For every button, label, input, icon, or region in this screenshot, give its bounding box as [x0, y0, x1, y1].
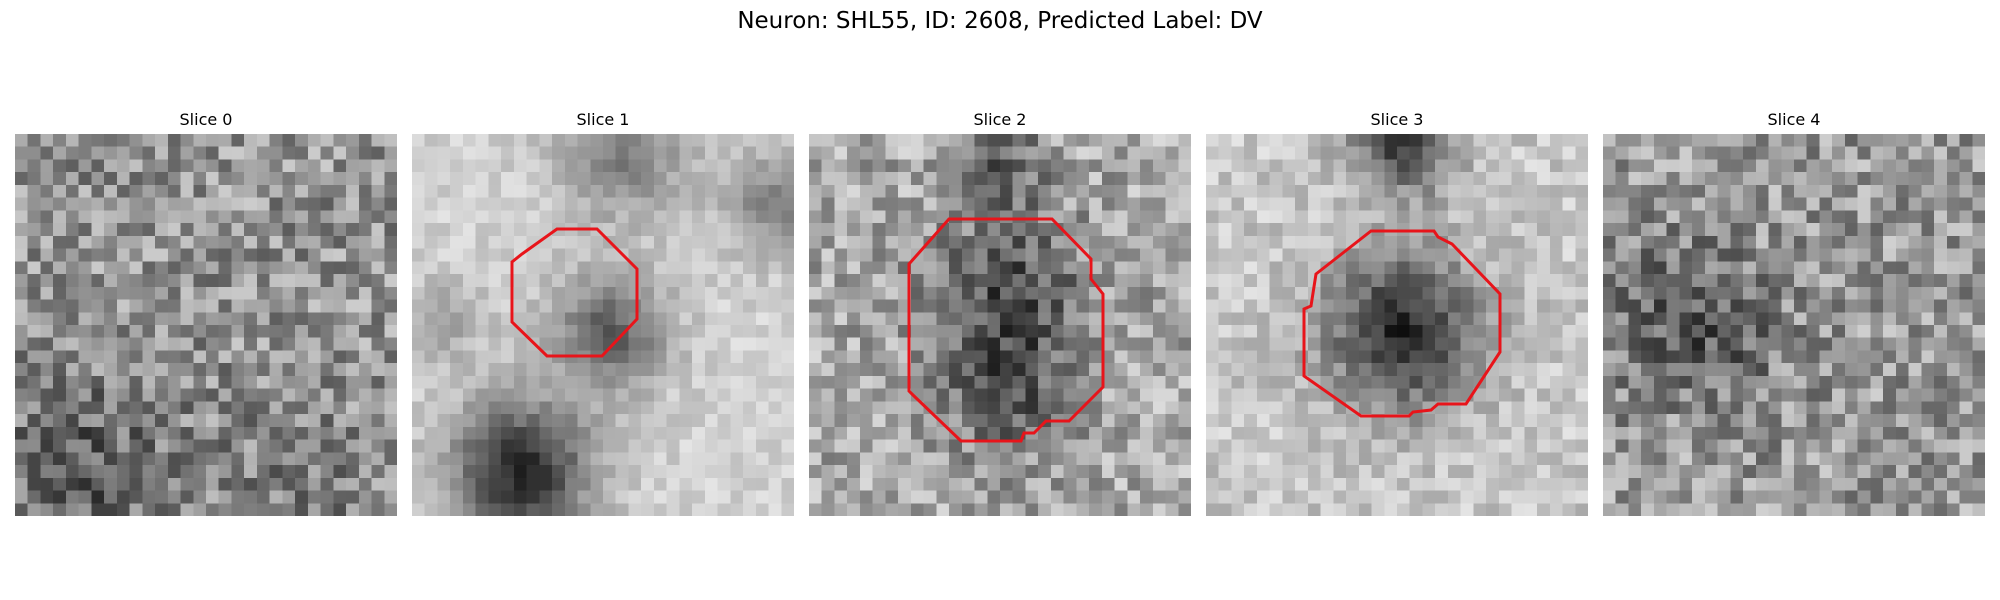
slice-title-3: Slice 3	[1370, 110, 1424, 129]
slice-panel-1: Slice 1	[412, 108, 794, 516]
slice-image-3	[1206, 134, 1588, 516]
slice-heatmap-4	[1603, 134, 1985, 516]
slice-heatmap-2	[809, 134, 1191, 516]
slice-panel-2: Slice 2	[809, 108, 1191, 516]
slice-image-4	[1603, 134, 1985, 516]
slice-heatmap-1	[412, 134, 794, 516]
slice-image-2	[809, 134, 1191, 516]
roi-contour-polygon	[510, 227, 639, 358]
roi-contour-polygon	[907, 217, 1105, 443]
slice-panel-0: Slice 0	[15, 108, 397, 516]
roi-contour-polygon	[1302, 229, 1502, 418]
slice-panel-3: Slice 3	[1206, 108, 1588, 516]
slice-image-0	[15, 134, 397, 516]
slice-title-4: Slice 4	[1767, 110, 1821, 129]
figure-title: Neuron: SHL55, ID: 2608, Predicted Label…	[737, 8, 1263, 34]
slice-title-0: Slice 0	[179, 110, 233, 129]
roi-contour-2	[907, 217, 1105, 443]
slice-heatmap-3	[1206, 134, 1588, 516]
slice-title-1: Slice 1	[576, 110, 630, 129]
roi-contour-1	[510, 227, 639, 358]
slice-panel-4: Slice 4	[1603, 108, 1985, 516]
slice-title-2: Slice 2	[973, 110, 1027, 129]
slice-image-1	[412, 134, 794, 516]
roi-contour-3	[1302, 229, 1502, 418]
slice-heatmap-0	[15, 134, 397, 516]
